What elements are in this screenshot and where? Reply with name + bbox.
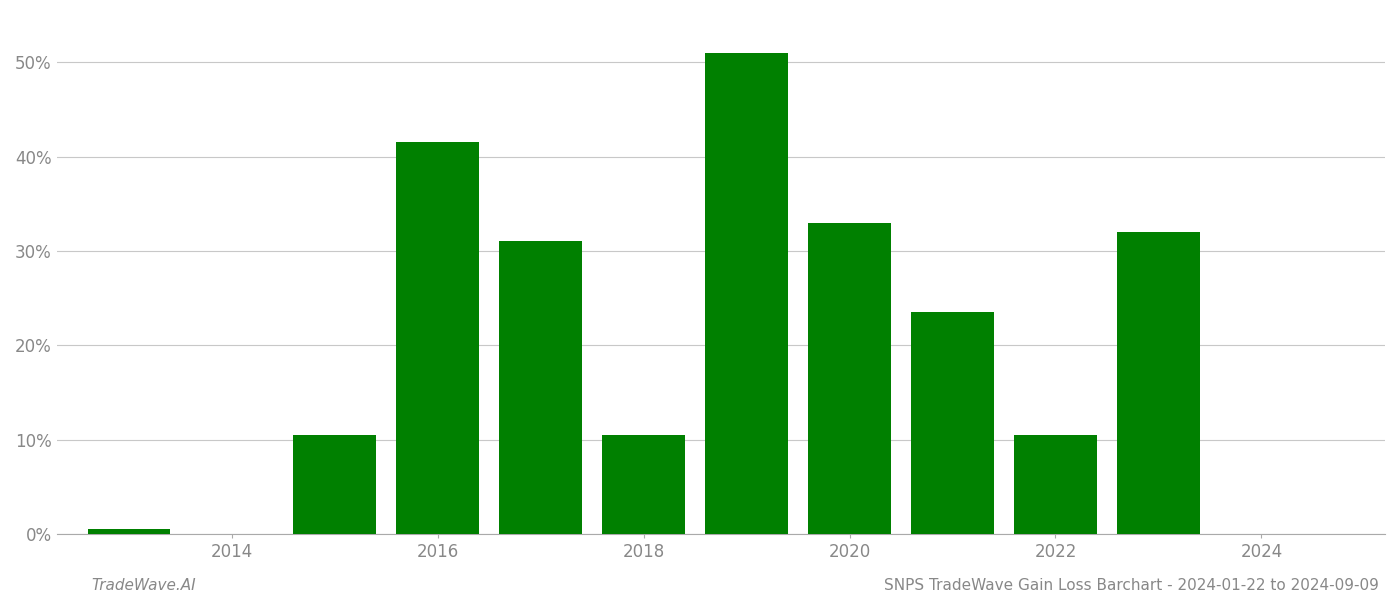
Bar [1014,435,1096,534]
Bar [88,529,169,534]
Bar [602,435,685,534]
Bar [500,241,582,534]
Text: SNPS TradeWave Gain Loss Barchart - 2024-01-22 to 2024-09-09: SNPS TradeWave Gain Loss Barchart - 2024… [885,578,1379,593]
Text: TradeWave.AI: TradeWave.AI [91,578,196,593]
Bar [396,142,479,534]
Bar [294,435,375,534]
Bar [808,223,890,534]
Bar [706,53,788,534]
Bar [911,312,994,534]
Bar [1117,232,1200,534]
